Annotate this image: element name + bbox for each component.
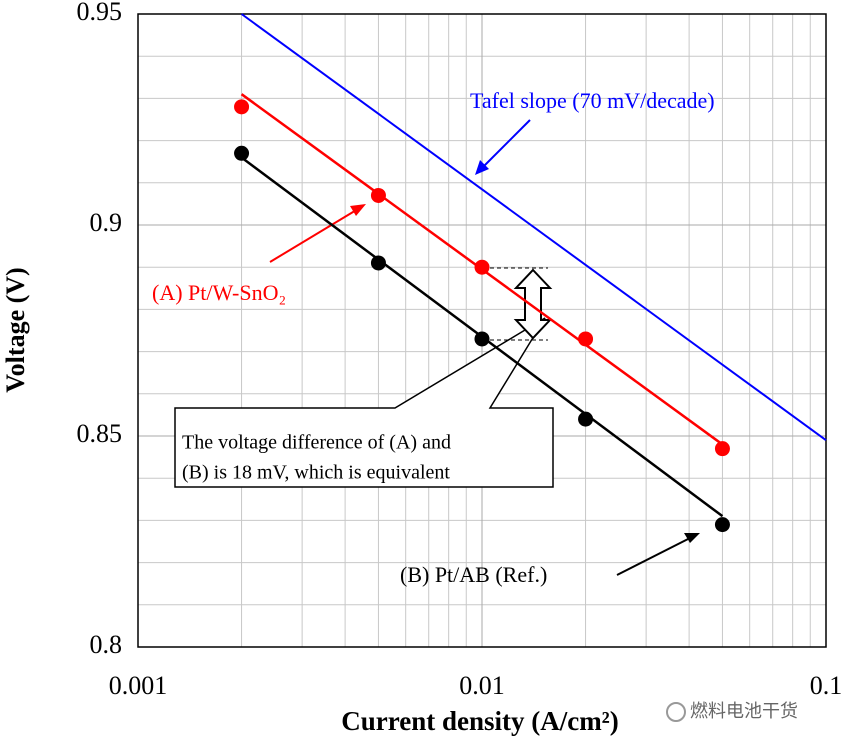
data-point (370, 187, 386, 203)
plot-frame (137, 13, 827, 648)
annotation-text: The voltage difference of (A) and (182, 432, 451, 454)
arrow-head (350, 204, 366, 216)
y-tick-label: 0.9 (90, 208, 123, 237)
y-tick-label: 0.95 (77, 0, 123, 26)
y-tick-label: 0.85 (77, 419, 123, 448)
data-point (234, 99, 250, 115)
series-label: (B) Pt/AB (Ref.) (400, 562, 547, 587)
arrow (481, 119, 531, 169)
data-point (714, 517, 730, 533)
x-tick-label: 0.001 (109, 671, 168, 700)
data-point (474, 259, 490, 275)
arrow (616, 536, 693, 576)
x-tick-label: 0.1 (810, 671, 843, 700)
annotation-text: (B) is 18 mV, which is equivalent (182, 462, 450, 484)
data-point (474, 331, 490, 347)
series-label: (A) Pt/W-SnO₂ (152, 280, 286, 305)
data-point (578, 411, 594, 427)
y-tick-label: 0.8 (90, 630, 123, 659)
data-point (234, 145, 250, 161)
x-tick-label: 0.01 (459, 671, 505, 700)
tafel-line (240, 13, 827, 442)
arrow-head (684, 533, 700, 543)
marks (234, 13, 827, 533)
watermark: 燃料电池干货 (690, 701, 798, 722)
double-arrow (513, 268, 553, 340)
data-point (370, 255, 386, 271)
tafel-label: Tafel slope (70 mV/decade) (470, 88, 715, 113)
arrow-head (475, 160, 489, 175)
annotation-box (174, 317, 554, 488)
arrow (269, 208, 359, 263)
data-point (578, 331, 594, 347)
watermark-icon (666, 702, 686, 722)
x-axis-title: Current density (A/cm²) (341, 706, 619, 736)
y-axis-title: Voltage (V) (1, 267, 30, 392)
data-point (714, 441, 730, 457)
